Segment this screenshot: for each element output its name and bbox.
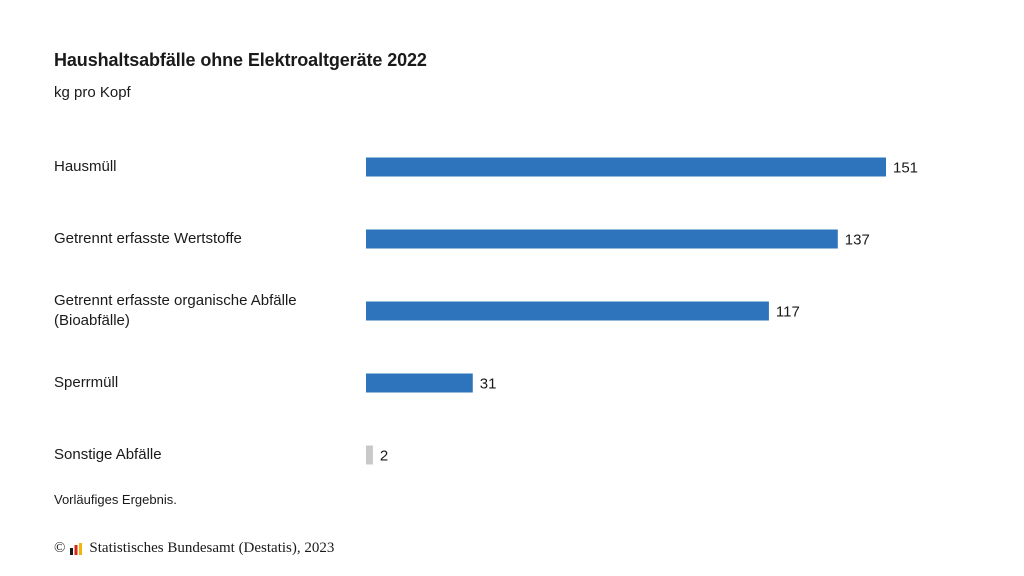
chart-subtitle: kg pro Kopf (54, 84, 131, 101)
category-label-2: Getrennt erfasste organische Abfälle (Bi… (54, 292, 297, 329)
chart-title: Haushaltsabfälle ohne Elektroaltgeräte 2… (54, 50, 427, 70)
category-label-4: Sonstige Abfälle (54, 446, 162, 463)
bar-2 (366, 301, 769, 321)
copyright-symbol: © (54, 540, 66, 556)
source-text: Statistisches Bundesamt (Destatis), 2023 (89, 540, 335, 556)
data-label-1: 137 (845, 232, 870, 249)
data-label-2: 117 (776, 304, 800, 321)
category-label-3: Sperrmüll (54, 374, 119, 391)
destatis-logo-icon (70, 542, 83, 555)
data-label-0: 151 (893, 160, 918, 177)
source-footer: © Statistisches Bundesamt (Destatis), 20… (54, 540, 334, 557)
category-label-1: Getrennt erfasste Wertstoffe (54, 230, 242, 247)
bar-1 (366, 229, 838, 249)
category-label-0: Hausmüll (54, 158, 117, 175)
data-label-3: 31 (480, 376, 497, 393)
bar-4 (366, 445, 373, 465)
data-label-4: 2 (380, 448, 388, 465)
footnote: Vorläufiges Ergebnis. (54, 492, 177, 507)
bar-0 (366, 157, 886, 177)
bar-3 (366, 373, 473, 393)
